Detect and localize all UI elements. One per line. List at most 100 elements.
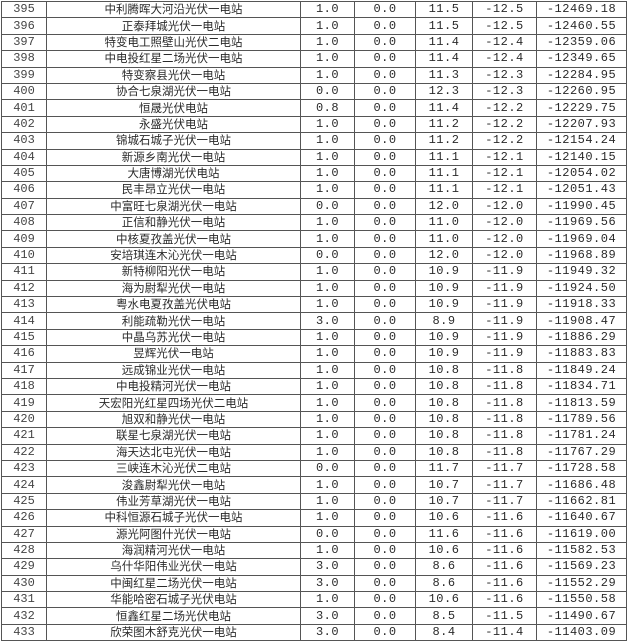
value-col-5-cell: 10.9 xyxy=(415,328,473,347)
row-index-cell: 431 xyxy=(1,591,47,609)
table-row: 400 协合七泉湖光伏一电站 0.0 0.0 12.3 -12.3 -12260.95 xyxy=(1,82,627,101)
row-index-cell: 412 xyxy=(1,279,47,298)
value-col-5-cell: 11.6 xyxy=(415,525,473,543)
value-col-5-cell: 11.4 xyxy=(415,50,473,68)
station-name-cell: 华能哈密石城子光伏电站 xyxy=(46,591,301,609)
station-name-cell: 中科恒源石城子光伏一电站 xyxy=(46,509,301,527)
station-name-cell: 永盛光伏电站 xyxy=(46,115,301,134)
value-col-5-cell: 10.8 xyxy=(415,377,473,396)
row-index-cell: 417 xyxy=(1,361,47,379)
row-index-cell: 403 xyxy=(1,132,47,150)
value-col-4-cell: 0.0 xyxy=(354,82,416,101)
table-row: 397 特变电工照壁山光伏二电站 1.0 0.0 11.4 -12.4 -12359.06 xyxy=(1,33,627,52)
value-col-4-cell: 0.0 xyxy=(354,607,416,625)
value-col-7-cell: -11789.56 xyxy=(536,410,627,429)
row-index-cell: 407 xyxy=(1,197,47,216)
row-index-cell: 410 xyxy=(1,246,47,265)
value-col-5-cell: 10.6 xyxy=(415,509,473,527)
value-col-3-cell: 3.0 xyxy=(300,558,355,576)
table-row: 419 天宏阳光红星四场光伏二电站 1.0 0.0 10.8 -11.8 -11813.59 xyxy=(1,394,627,412)
table-row: 426 中科恒源石城子光伏一电站 1.0 0.0 10.6 -11.6 -11640.67 xyxy=(1,509,627,527)
table-row: 399 特变察县光伏一电站 1.0 0.0 11.3 -12.3 -12284.95 xyxy=(1,66,627,84)
value-col-3-cell: 1.0 xyxy=(300,377,355,396)
table-row: 411 新特柳阳光伏一电站 1.0 0.0 10.9 -11.9 -11949.32 xyxy=(1,263,627,281)
station-name-cell: 恒鑫红星二场光伏电站 xyxy=(46,607,301,625)
row-index-cell: 418 xyxy=(1,377,47,396)
table-row: 403 锦城石城子光伏一电站 1.0 0.0 11.2 -12.2 -12154.24 xyxy=(1,132,627,150)
value-col-5-cell: 11.1 xyxy=(415,181,473,199)
value-col-5-cell: 8.5 xyxy=(415,607,473,625)
value-col-4-cell: 0.0 xyxy=(354,230,416,248)
value-col-6-cell: -11.7 xyxy=(472,492,537,511)
value-col-6-cell: -11.6 xyxy=(472,574,537,593)
value-col-6-cell: -12.2 xyxy=(472,132,537,150)
table-row: 424 浚鑫尉犁光伏一电站 1.0 0.0 10.7 -11.7 -11686.48 xyxy=(1,476,627,494)
value-col-6-cell: -11.9 xyxy=(472,312,537,330)
value-col-4-cell: 0.0 xyxy=(354,492,416,511)
value-col-3-cell: 1.0 xyxy=(300,443,355,461)
value-col-6-cell: -11.8 xyxy=(472,443,537,461)
value-col-4-cell: 0.0 xyxy=(354,197,416,216)
value-col-4-cell: 0.0 xyxy=(354,279,416,298)
station-name-cell: 中利腾晖大河沿光伏一电站 xyxy=(46,0,301,19)
value-col-3-cell: 1.0 xyxy=(300,476,355,494)
value-col-7-cell: -11490.67 xyxy=(536,607,627,625)
value-col-4-cell: 0.0 xyxy=(354,443,416,461)
row-index-cell: 426 xyxy=(1,509,47,527)
value-col-5-cell: 10.7 xyxy=(415,492,473,511)
station-name-cell: 锦城石城子光伏一电站 xyxy=(46,132,301,150)
row-index-cell: 396 xyxy=(1,17,47,35)
row-index-cell: 409 xyxy=(1,230,47,248)
value-col-4-cell: 0.0 xyxy=(354,246,416,265)
value-col-5-cell: 8.9 xyxy=(415,312,473,330)
row-index-cell: 415 xyxy=(1,328,47,347)
value-col-4-cell: 0.0 xyxy=(354,164,416,183)
value-col-3-cell: 0.0 xyxy=(300,82,355,101)
value-col-7-cell: -11582.53 xyxy=(536,541,627,560)
value-col-5-cell: 11.4 xyxy=(415,99,473,117)
value-col-6-cell: -11.9 xyxy=(472,296,537,314)
station-name-cell: 中闽红星二场光伏一电站 xyxy=(46,574,301,593)
station-name-cell: 乌什华阳伟业光伏一电站 xyxy=(46,558,301,576)
value-col-7-cell: -12349.65 xyxy=(536,50,627,68)
table-row: 406 民丰昂立光伏一电站 1.0 0.0 11.1 -12.1 -12051.43 xyxy=(1,181,627,199)
value-col-7-cell: -12260.95 xyxy=(536,82,627,101)
table-row: 412 海为尉犁光伏一电站 1.0 0.0 10.9 -11.9 -11924.50 xyxy=(1,279,627,298)
value-col-4-cell: 0.0 xyxy=(354,558,416,576)
value-col-6-cell: -12.0 xyxy=(472,197,537,216)
row-index-cell: 402 xyxy=(1,115,47,134)
row-index-cell: 423 xyxy=(1,459,47,478)
station-name-cell: 浚鑫尉犁光伏一电站 xyxy=(46,476,301,494)
value-col-3-cell: 1.0 xyxy=(300,328,355,347)
value-col-7-cell: -12359.06 xyxy=(536,33,627,52)
row-index-cell: 419 xyxy=(1,394,47,412)
value-col-6-cell: -11.9 xyxy=(472,263,537,281)
station-name-cell: 安培琪连木沁光伏一电站 xyxy=(46,246,301,265)
row-index-cell: 395 xyxy=(1,0,47,19)
station-name-cell: 远成锦业光伏一电站 xyxy=(46,361,301,379)
value-col-7-cell: -11924.50 xyxy=(536,279,627,298)
row-index-cell: 401 xyxy=(1,99,47,117)
value-col-7-cell: -11949.32 xyxy=(536,263,627,281)
table-row: 431 华能哈密石城子光伏电站 1.0 0.0 10.6 -11.6 -11550.58 xyxy=(1,591,627,609)
value-col-7-cell: -12154.24 xyxy=(536,132,627,150)
value-col-6-cell: -12.2 xyxy=(472,115,537,134)
value-col-7-cell: -12140.15 xyxy=(536,148,627,166)
row-index-cell: 397 xyxy=(1,33,47,52)
station-name-cell: 民丰昂立光伏一电站 xyxy=(46,181,301,199)
table-row: 396 正泰拜城光伏一电站 1.0 0.0 11.5 -12.5 -12460.55 xyxy=(1,17,627,35)
value-col-3-cell: 0.0 xyxy=(300,197,355,216)
station-name-cell: 海为尉犁光伏一电站 xyxy=(46,279,301,298)
row-index-cell: 414 xyxy=(1,312,47,330)
value-col-6-cell: -11.8 xyxy=(472,377,537,396)
value-col-7-cell: -12054.02 xyxy=(536,164,627,183)
value-col-5-cell: 11.5 xyxy=(415,17,473,35)
table-row: 402 永盛光伏电站 1.0 0.0 11.2 -12.2 -12207.93 xyxy=(1,115,627,134)
value-col-7-cell: -11918.33 xyxy=(536,296,627,314)
value-col-7-cell: -12469.18 xyxy=(536,0,627,19)
station-name-cell: 中晶乌苏光伏一电站 xyxy=(46,328,301,347)
station-name-cell: 利能疏勒光伏一电站 xyxy=(46,312,301,330)
value-col-6-cell: -11.6 xyxy=(472,509,537,527)
value-col-5-cell: 12.3 xyxy=(415,82,473,101)
